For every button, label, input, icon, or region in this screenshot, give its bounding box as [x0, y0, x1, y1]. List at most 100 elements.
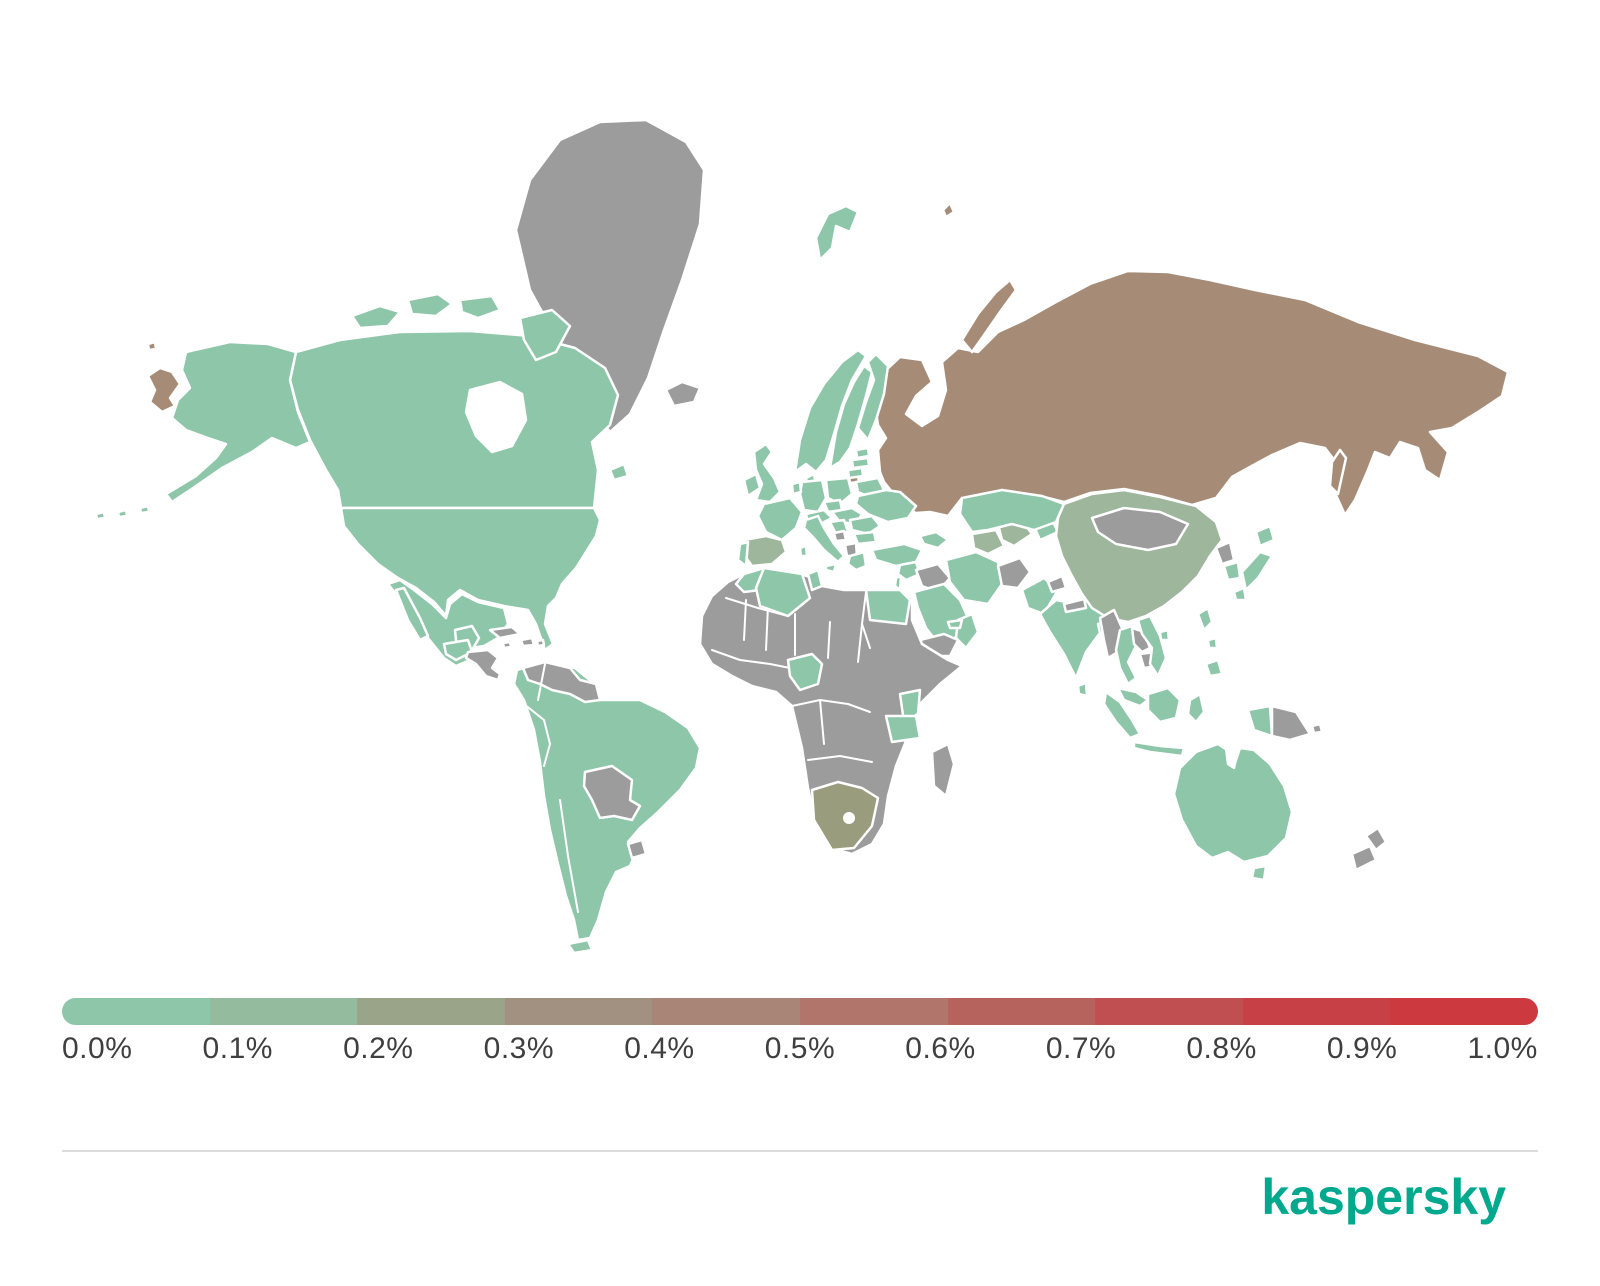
legend-segment [357, 998, 505, 1025]
island-visayas [1206, 636, 1219, 650]
island-sardinia [798, 544, 809, 558]
legend-tick-label: 0.7% [1045, 1032, 1117, 1065]
island-baffin [518, 308, 572, 362]
country-iran [944, 550, 1004, 606]
island-sicily [824, 562, 838, 574]
country-nepal [1062, 597, 1088, 614]
island-new-britain [1310, 722, 1324, 735]
country-ukraine [854, 488, 918, 524]
country-finland [856, 352, 890, 442]
region-kashmir [1046, 574, 1068, 594]
island-kyushu [1232, 586, 1248, 602]
region-tierra-del-fuego [566, 938, 594, 955]
country-nigeria [786, 652, 824, 692]
country-bosnia [832, 529, 848, 543]
island-franz-josef [941, 201, 956, 219]
country-israel [893, 574, 903, 592]
country-algeria [754, 566, 812, 618]
legend-tick-label: 1.0% [1467, 1032, 1538, 1065]
divider-line [62, 1150, 1538, 1152]
island-mindanao [1204, 658, 1224, 678]
country-oman [954, 612, 980, 650]
lesotho-hole [843, 812, 855, 824]
region-caucasus [918, 530, 950, 550]
country-sri-lanka [1076, 681, 1089, 698]
island-hokkaido [1254, 524, 1276, 548]
country-uruguay [626, 838, 648, 860]
island-sulawesi [1186, 692, 1206, 724]
country-papua-new-guinea [1270, 704, 1312, 742]
legend-tick-label: 0.6% [905, 1032, 976, 1065]
country-afghanistan [996, 556, 1032, 590]
legend-segment [209, 998, 358, 1025]
country-svalbard [814, 204, 860, 262]
country-norway [793, 348, 868, 474]
south-america-borders [495, 663, 579, 913]
country-germany [798, 478, 828, 514]
legend-tick-label: 0.3% [483, 1032, 555, 1065]
island-newfoundland [608, 462, 630, 482]
country-south-korea [1222, 560, 1242, 582]
island-tasmania [1250, 864, 1268, 882]
legend-tick-label: 0.4% [624, 1032, 695, 1065]
region-chukotka [146, 366, 182, 414]
country-uk [752, 442, 782, 504]
country-poland [824, 476, 854, 506]
country-egypt [864, 588, 912, 626]
aleutian-islet [138, 504, 151, 515]
region-chukotka-islet [146, 340, 158, 352]
island-java [1132, 740, 1186, 758]
arctic-island [458, 294, 502, 320]
country-spain [740, 534, 788, 568]
country-russia [872, 269, 1510, 518]
region-uae-qatar [946, 618, 964, 630]
country-greece [846, 550, 868, 572]
country-mongolia [1090, 506, 1190, 552]
island-nz-south [1350, 844, 1378, 872]
gulf-of-carpentaria [1224, 746, 1240, 770]
country-north-korea [1214, 540, 1236, 566]
region-alaska [164, 340, 312, 504]
country-madagascar [930, 742, 956, 798]
country-guatemala [442, 638, 474, 662]
country-portugal [736, 540, 750, 568]
legend-segment [947, 998, 1096, 1025]
island-jamaica [501, 640, 513, 650]
legend-segment [62, 998, 210, 1025]
legend-tick-label: 0.0% [62, 1032, 133, 1065]
country-canada [288, 329, 620, 510]
island-sakhalin [1328, 448, 1348, 496]
country-sweden [828, 364, 874, 470]
island-borneo [1146, 686, 1182, 724]
legend-segment [1242, 998, 1391, 1025]
island-puerto-rico [535, 638, 546, 648]
legend-segment [1390, 998, 1538, 1025]
country-turkmenistan [970, 528, 1006, 556]
region-africa [698, 564, 964, 856]
arctic-island [350, 304, 402, 330]
legend-segment [652, 998, 800, 1025]
arctic-island [406, 292, 454, 318]
world-map [94, 118, 1510, 955]
region-benelux [790, 480, 803, 496]
island-luzon [1196, 606, 1214, 632]
region-baja-california [394, 586, 430, 642]
country-lithuania [846, 466, 865, 480]
country-tunisia [806, 568, 824, 592]
legend-segment [504, 998, 653, 1025]
aleutian-islet [116, 508, 129, 519]
country-tanzania [884, 714, 922, 744]
country-italy [802, 514, 846, 564]
legend-tick-label: 0.2% [343, 1032, 414, 1065]
legend-segment [1095, 998, 1243, 1025]
legend-tick-labels: 0.0% 0.1% 0.2% 0.3% 0.4% 0.5% 0.6% 0.7% 0.8% 0.9%… [62, 1032, 1538, 1066]
region-central-america [464, 648, 502, 682]
legend-tick-label: 0.8% [1186, 1032, 1257, 1065]
country-vietnam [1136, 614, 1168, 678]
region-west-papua [1246, 704, 1274, 738]
country-kazakhstan [958, 488, 1066, 534]
island-hispaniola [519, 636, 536, 648]
country-france [756, 496, 804, 542]
country-estonia [854, 446, 871, 460]
island-honshu [1240, 550, 1274, 592]
